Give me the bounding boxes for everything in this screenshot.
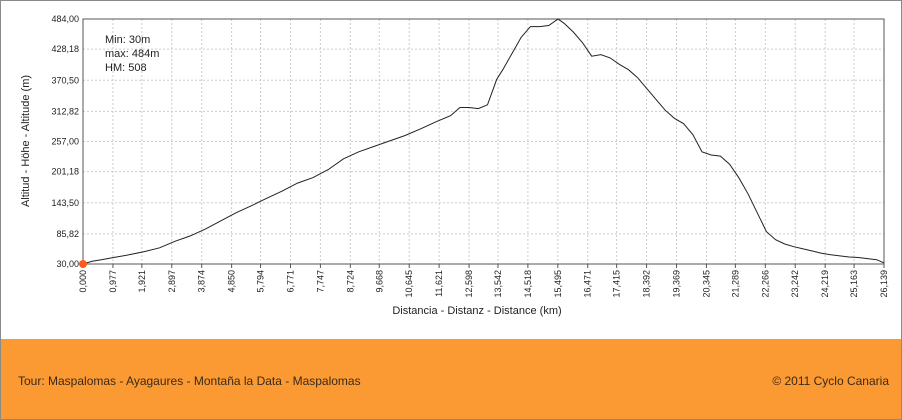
y-tick-label: 143,50 (51, 198, 79, 208)
y-tick-label: 484,00 (51, 14, 79, 24)
x-tick-label: 25,163 (849, 270, 859, 298)
x-tick-label: 20,345 (701, 270, 711, 298)
x-tick-label: 5,794 (256, 270, 266, 293)
x-tick-label: 15,495 (553, 270, 563, 298)
y-tick-label: 312,82 (51, 106, 79, 116)
x-tick-label: 12,598 (464, 270, 474, 298)
elevation-series-line (82, 18, 885, 265)
footer-bar: Tour: Maspalomas - Ayagaures - Montaña l… (1, 339, 901, 419)
y-tick-label: 428,18 (51, 44, 79, 54)
stat-hm: HM: 508 (105, 62, 147, 74)
x-axis-title: Distancia - Distanz - Distance (km) (392, 305, 561, 317)
x-tick-label: 9,668 (374, 270, 384, 293)
x-tick-label: 7,747 (315, 270, 325, 293)
plot-area (82, 18, 885, 265)
x-tick-label: 0,977 (108, 270, 118, 293)
x-tick-label: 17,415 (612, 270, 622, 298)
x-tick-label: 18,392 (642, 270, 652, 298)
x-tick-label: 22,266 (760, 270, 770, 298)
stat-max: max: 484m (105, 48, 160, 60)
x-tick-label: 11,621 (434, 270, 444, 297)
y-tick-label: 30,00 (56, 259, 79, 269)
x-tick-label: 1,921 (137, 270, 147, 293)
tour-title: Tour: Maspalomas - Ayagaures - Montaña l… (18, 374, 361, 388)
x-tick-label: 4,850 (227, 270, 237, 293)
y-axis-title: Altitud - Höhe - Altitude (m) (20, 75, 32, 207)
start-marker (79, 260, 87, 268)
x-tick-label: 19,369 (672, 270, 682, 298)
x-tick-label: 14,518 (523, 270, 533, 298)
x-tick-label: 21,289 (730, 270, 740, 298)
x-tick-label: 13,542 (493, 270, 503, 298)
x-tick-label: 3,874 (197, 270, 207, 293)
y-tick-label: 257,00 (51, 137, 79, 147)
x-tick-label: 23,242 (790, 270, 800, 298)
x-tick-label: 0,000 (78, 270, 88, 293)
y-tick-label: 201,18 (51, 167, 79, 177)
x-tick-label: 16,471 (583, 270, 593, 298)
y-tick-label: 85,82 (56, 229, 79, 239)
y-axis-ticks: 30,00 85,82 143,50 201,18 257,00 312,82 370,50… (51, 14, 79, 269)
x-axis-ticks: 0,000 0,977 1,921 2,897 3,874 4,850 5,794 6,771… (78, 264, 889, 298)
x-tick-label: 2,897 (167, 270, 177, 293)
x-tick-label: 26,139 (879, 270, 889, 298)
stats-box: Min: 30m max: 484m HM: 508 (105, 33, 159, 75)
stat-min: Min: 30m (105, 34, 151, 46)
elevation-chart: 30,00 85,82 143,50 201,18 257,00 312,82 370,50… (20, 14, 889, 317)
x-tick-label: 8,724 (345, 270, 355, 293)
x-tick-label: 10,645 (404, 270, 414, 298)
x-tick-label: 24,219 (820, 270, 830, 298)
x-tick-label: 6,771 (285, 270, 295, 293)
copyright: © 2011 Cyclo Canaria (772, 374, 889, 388)
y-tick-label: 370,50 (51, 75, 79, 85)
